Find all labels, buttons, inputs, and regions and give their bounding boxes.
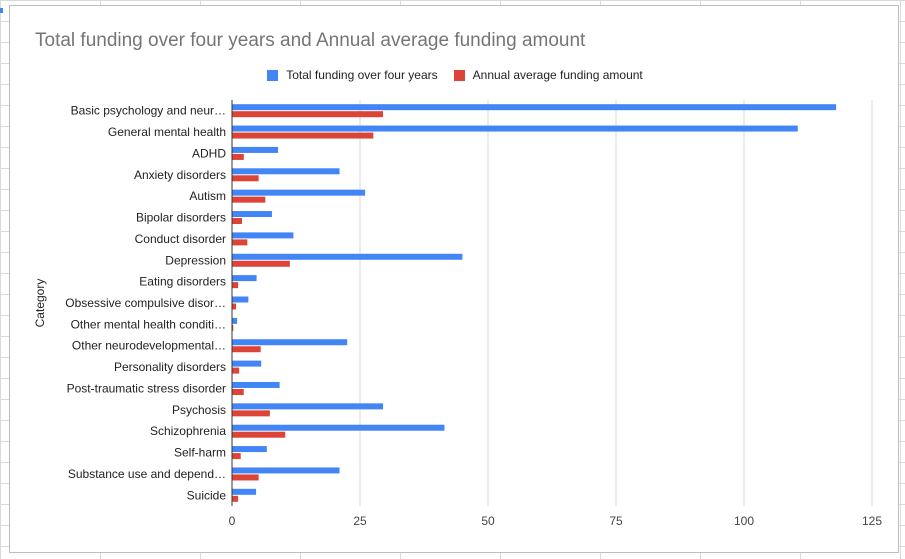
category-label: Depression bbox=[165, 253, 226, 267]
bar-total bbox=[232, 146, 279, 153]
bar-total bbox=[232, 211, 272, 218]
legend-item-annual[interactable]: Annual average funding amount bbox=[453, 68, 643, 82]
bar-total bbox=[232, 125, 798, 132]
category-label: Psychosis bbox=[172, 403, 226, 417]
x-tick-label: 25 bbox=[353, 514, 367, 528]
bar-total bbox=[232, 381, 280, 388]
y-axis-title: Category bbox=[33, 279, 47, 328]
bar-total bbox=[232, 360, 262, 367]
bar-total bbox=[232, 424, 445, 431]
category-label: Substance use and depend… bbox=[68, 467, 226, 481]
bar-total bbox=[232, 488, 257, 495]
category-label: Other mental health conditi… bbox=[71, 317, 226, 331]
chart-card[interactable]: Total funding over four years and Annual… bbox=[9, 5, 899, 553]
bar-annual bbox=[232, 132, 374, 139]
chart-legend: Total funding over four years Annual ave… bbox=[10, 68, 900, 82]
bar-annual bbox=[232, 453, 241, 460]
selection-handle bbox=[0, 8, 3, 13]
bar-annual bbox=[232, 474, 259, 481]
bar-annual bbox=[232, 346, 261, 353]
bar-annual bbox=[232, 175, 259, 182]
category-label: Personality disorders bbox=[114, 360, 226, 374]
category-label: Post-traumatic stress disorder bbox=[67, 381, 226, 395]
category-label: Suicide bbox=[187, 488, 227, 502]
bar-annual bbox=[232, 196, 266, 203]
x-tick-label: 100 bbox=[734, 514, 754, 528]
bar-total bbox=[232, 339, 348, 346]
bar-annual bbox=[232, 111, 384, 118]
bar-annual bbox=[232, 218, 242, 225]
legend-swatch-total bbox=[267, 69, 279, 81]
legend-item-total[interactable]: Total funding over four years bbox=[267, 68, 438, 82]
category-label: Self-harm bbox=[174, 446, 226, 460]
category-label: ADHD bbox=[192, 146, 226, 160]
bar-annual bbox=[232, 388, 244, 395]
category-label: Autism bbox=[189, 189, 226, 203]
category-label: Basic psychology and neur… bbox=[71, 104, 226, 118]
legend-label-annual: Annual average funding amount bbox=[472, 68, 643, 82]
bar-total bbox=[232, 467, 340, 474]
bar-total bbox=[232, 253, 463, 260]
x-tick-label: 125 bbox=[862, 514, 882, 528]
bar-total bbox=[232, 446, 267, 453]
bar-total bbox=[232, 168, 340, 175]
bar-annual bbox=[232, 367, 240, 374]
bar-chart-plot: 0 25 50 75 100 125 Basic psychology and neur… G… bbox=[33, 100, 882, 528]
bar-annual bbox=[232, 282, 239, 289]
bar-annual bbox=[232, 431, 286, 438]
x-tick-label: 75 bbox=[609, 514, 623, 528]
legend-label-total: Total funding over four years bbox=[286, 68, 438, 82]
bar-annual bbox=[232, 324, 234, 331]
category-label: Conduct disorder bbox=[135, 232, 226, 246]
bar-total bbox=[232, 189, 366, 196]
category-label: Bipolar disorders bbox=[136, 211, 226, 225]
bar-total bbox=[232, 403, 384, 410]
bar-total bbox=[232, 317, 238, 324]
category-label: Obsessive compulsive disor… bbox=[65, 296, 226, 310]
bar-annual bbox=[232, 239, 248, 246]
bar-total bbox=[232, 104, 837, 111]
bar-annual bbox=[232, 153, 244, 160]
bar-total bbox=[232, 275, 257, 282]
category-label: Anxiety disorders bbox=[134, 168, 226, 182]
category-label: Other neurodevelopmental… bbox=[72, 339, 226, 353]
bar-total bbox=[232, 232, 294, 239]
bar-total bbox=[232, 296, 249, 303]
x-tick-label: 50 bbox=[481, 514, 495, 528]
category-label: Schizophrenia bbox=[150, 424, 226, 438]
category-label: Eating disorders bbox=[139, 275, 226, 289]
chart-title: Total funding over four years and Annual… bbox=[35, 30, 586, 51]
category-label: General mental health bbox=[108, 125, 226, 139]
bar-annual bbox=[232, 410, 270, 417]
x-tick-label: 0 bbox=[229, 514, 236, 528]
legend-swatch-annual bbox=[453, 69, 465, 81]
bar-annual bbox=[232, 495, 239, 502]
bar-annual bbox=[232, 260, 290, 267]
bar-annual bbox=[232, 303, 237, 310]
